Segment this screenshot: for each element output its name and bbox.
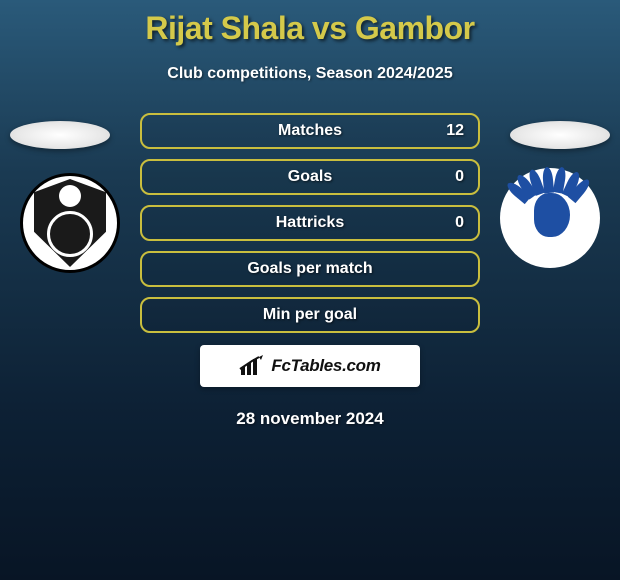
player-photo-right [510, 121, 610, 149]
shield-icon [30, 179, 110, 267]
bar-chart-icon [239, 355, 265, 377]
page-subtitle: Club competitions, Season 2024/2025 [0, 65, 620, 83]
stat-value-right: 0 [455, 214, 464, 232]
stat-row-goals-per-match: Goals per match [140, 251, 480, 287]
stat-row-goals: Goals 0 [140, 159, 480, 195]
stat-label: Hattricks [276, 214, 344, 232]
site-badge[interactable]: FcTables.com [200, 345, 420, 387]
stat-row-hattricks: Hattricks 0 [140, 205, 480, 241]
stat-value-right: 12 [446, 122, 464, 140]
comparison-panel: Matches 12 Goals 0 Hattricks 0 Goals per… [0, 113, 620, 429]
stat-label: Goals per match [247, 260, 372, 278]
date-label: 28 november 2024 [0, 409, 620, 429]
stat-label: Min per goal [263, 306, 357, 324]
site-name: FcTables.com [271, 356, 380, 376]
stat-label: Goals [288, 168, 332, 186]
team-logo-right [500, 168, 600, 268]
stat-label: Matches [278, 122, 342, 140]
stat-row-matches: Matches 12 [140, 113, 480, 149]
stat-value-right: 0 [455, 168, 464, 186]
player-photo-left [10, 121, 110, 149]
indian-head-icon [509, 177, 591, 259]
stat-row-min-per-goal: Min per goal [140, 297, 480, 333]
team-logo-left [20, 173, 120, 273]
page-title: Rijat Shala vs Gambor [0, 0, 620, 47]
